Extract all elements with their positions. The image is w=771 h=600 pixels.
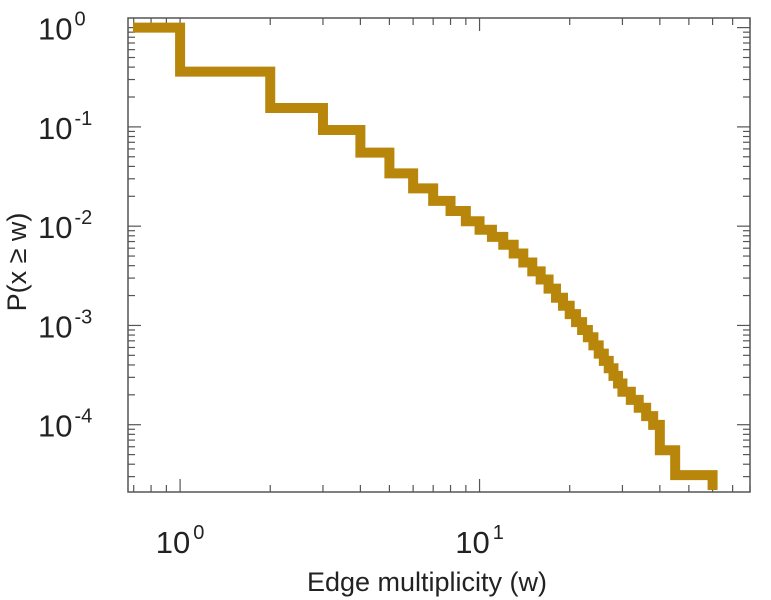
minor-ticks — [128, 18, 751, 492]
y-tick-base: 10 — [38, 111, 72, 146]
ccdf-step-line — [133, 22, 718, 490]
x-tick-base: 10 — [156, 525, 190, 560]
y-tick-exponent: 0 — [74, 9, 85, 31]
x-axis-title: Edge multiplicity (w) — [307, 567, 547, 597]
y-tick-label: 10 -3 — [38, 306, 92, 344]
x-tick-exponent: 1 — [493, 522, 504, 544]
y-tick-exponent: -4 — [74, 406, 92, 428]
y-tick-label: 10 0 — [38, 9, 86, 47]
plot-frame — [127, 17, 751, 493]
y-tick-label: 10 -4 — [38, 406, 92, 444]
y-tick-label: 10 -2 — [38, 207, 92, 245]
series-layer — [133, 22, 718, 490]
x-tick-label: 10 0 — [156, 522, 205, 560]
y-tick-base: 10 — [38, 309, 72, 344]
x-tick-labels: 10 0 10 1 — [156, 522, 504, 560]
x-tick-label: 10 1 — [455, 522, 504, 560]
x-tick-base: 10 — [455, 525, 489, 560]
y-tick-label: 10 -1 — [38, 108, 92, 146]
y-tick-exponent: -1 — [74, 108, 92, 130]
y-axis-title: P(x ≥ w) — [2, 213, 32, 312]
x-tick-exponent: 0 — [193, 522, 204, 544]
y-tick-exponent: -3 — [74, 306, 92, 328]
y-tick-base: 10 — [38, 409, 72, 444]
y-tick-base: 10 — [38, 12, 72, 47]
y-tick-base: 10 — [38, 210, 72, 245]
y-tick-exponent: -2 — [74, 207, 92, 229]
